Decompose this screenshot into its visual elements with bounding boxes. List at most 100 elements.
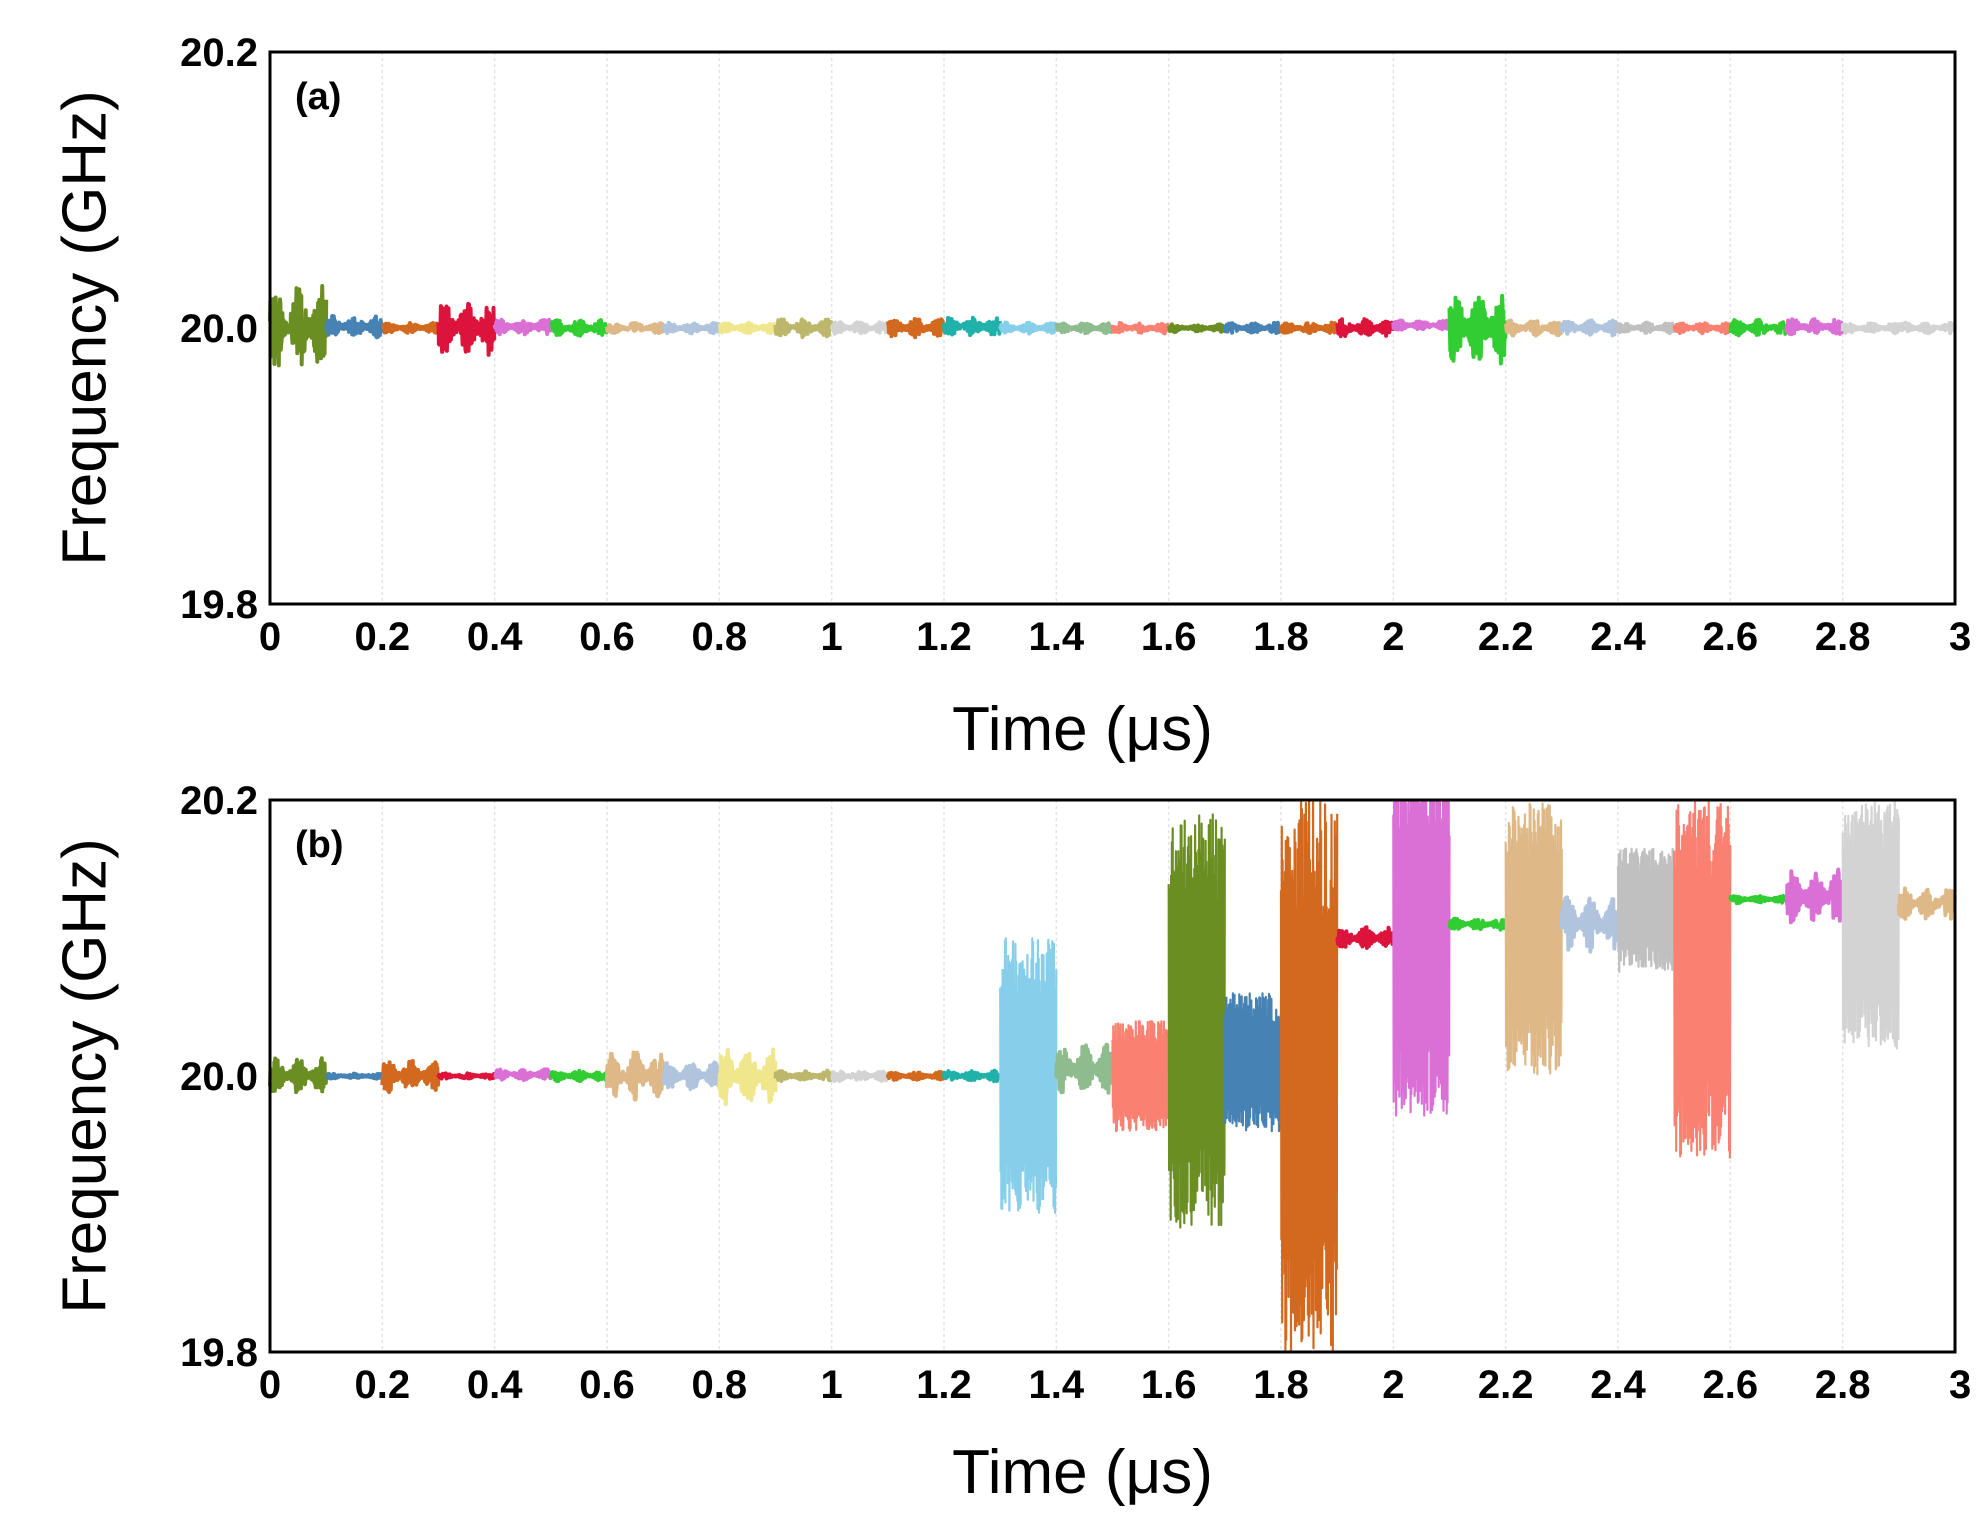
x-tick-label: 2.6 [1703,1363,1759,1407]
panel-a-x-axis-label: Time (μs) [952,695,1213,764]
panel-a-x-ticks: 0 0.2 0.4 0.6 0.8 1 1.2 1.4 1.6 1.8 2 2.2 2.4 2.6 2.8 3 [259,615,1971,659]
x-tick-label: 2.8 [1815,615,1871,659]
series-segment-13 [942,315,1003,338]
panel-a-series [268,284,1957,368]
x-tick-label: 2.8 [1815,1363,1871,1407]
x-tick-label: 0.4 [467,1363,523,1407]
series-segment-22 [1447,293,1508,366]
series-segment-29 [1841,800,1900,1050]
panel-b-frame [268,798,1957,1354]
series-segment-29 [1840,321,1901,336]
series-segment-3 [380,1059,441,1095]
series-segment-26 [1673,799,1732,1159]
series-segment-11 [830,1069,890,1083]
y-tick-label: 20.2 [180,779,258,823]
series-segment-25 [1616,847,1676,973]
series-segment-21 [1391,318,1452,332]
series-segment-14 [999,937,1058,1214]
panel-a-y-axis-label: Frequency (GHz) [51,90,120,565]
series-segment-18 [1223,992,1283,1133]
x-tick-label: 1.8 [1253,615,1309,659]
x-tick-label: 0.6 [579,615,635,659]
x-tick-label: 3 [1949,615,1971,659]
series-segment-16 [1110,321,1171,336]
series-segment-4 [436,301,497,357]
x-tick-label: 2.2 [1478,615,1534,659]
series-segment-15 [1054,321,1115,336]
series-segment-9 [717,1047,778,1106]
panel-b-y-axis-label: Frequency (GHz) [51,838,120,1313]
x-tick-label: 1.8 [1253,1363,1309,1407]
series-segment-21 [1392,798,1451,1117]
series-segment-1 [268,1056,329,1095]
y-tick-label: 20.0 [180,307,258,351]
x-tick-label: 0.8 [692,1363,748,1407]
series-segment-27 [1728,317,1789,338]
series-segment-16 [1111,1020,1170,1133]
series-segment-19 [1279,320,1339,335]
x-tick-label: 2 [1382,1363,1404,1407]
series-segment-3 [380,321,441,335]
series-segment-30 [1896,320,1957,336]
series-segment-9 [717,320,778,336]
x-tick-label: 2 [1382,615,1404,659]
series-segment-20 [1335,925,1396,950]
series-segment-4 [436,1071,497,1081]
y-tick-label: 19.8 [180,1331,258,1375]
panel-a-y-ticks: 19.8 20.0 20.2 [180,31,258,627]
series-segment-10 [773,1068,834,1083]
x-tick-label: 1.6 [1141,615,1197,659]
x-tick-label: 0 [259,615,281,659]
x-tick-label: 0 [259,1363,281,1407]
series-segment-7 [605,321,666,335]
x-tick-label: 0.6 [579,1363,635,1407]
series-segment-28 [1784,867,1845,925]
panel-b-y-ticks: 19.8 20.0 20.2 [180,779,258,1375]
series-segment-8 [661,1060,722,1092]
series-segment-2 [324,314,385,340]
x-tick-label: 1 [821,615,843,659]
series-segment-14 [998,320,1059,336]
series-segment-18 [1222,320,1283,335]
series-segment-12 [885,1070,946,1082]
x-tick-label: 1.6 [1141,1363,1197,1407]
series-segment-11 [829,320,890,336]
x-tick-label: 0.2 [355,1363,411,1407]
x-tick-label: 2.2 [1478,1363,1534,1407]
x-tick-label: 2.4 [1590,1363,1646,1407]
y-tick-label: 20.0 [180,1055,258,1099]
y-tick-label: 19.8 [180,583,258,627]
series-segment-5 [492,317,553,337]
series-segment-13 [942,1068,1003,1084]
panel-b-tag: (b) [295,824,344,866]
series-segment-17 [1167,813,1226,1229]
x-tick-label: 1 [821,1363,843,1407]
series-segment-15 [1054,1042,1115,1095]
series-segment-25 [1616,320,1677,336]
panel-b-x-ticks: 0 0.2 0.4 0.6 0.8 1 1.2 1.4 1.6 1.8 2 2.2 2.4 2.6 2.8 3 [259,1363,1971,1407]
series-segment-8 [661,320,722,336]
panel-b: 0 0.2 0.4 0.6 0.8 1 1.2 1.4 1.6 1.8 2 2.2 2.4 2.6 2.8 3… [51,779,1972,1507]
series-segment-23 [1503,318,1564,338]
series-segment-27 [1728,894,1789,906]
panel-a-frame [268,50,1957,606]
series-segment-30 [1896,886,1957,921]
x-tick-label: 2.4 [1590,615,1646,659]
series-segment-7 [605,1050,665,1102]
series-segment-20 [1335,317,1396,339]
series-segment-2 [324,1071,385,1081]
series-segment-6 [548,1068,609,1084]
series-segment-24 [1559,895,1620,954]
x-tick-label: 1.2 [916,615,972,659]
x-tick-label: 0.4 [467,615,523,659]
x-tick-label: 2.6 [1703,615,1759,659]
y-tick-label: 20.2 [180,31,258,75]
panel-b-series [268,798,1957,1353]
series-segment-19 [1279,799,1339,1353]
panel-b-x-axis-label: Time (μs) [952,1438,1213,1507]
x-tick-label: 0.2 [355,615,411,659]
x-tick-label: 1.4 [1029,1363,1085,1407]
series-segment-28 [1784,317,1845,337]
x-tick-label: 1.4 [1029,615,1085,659]
